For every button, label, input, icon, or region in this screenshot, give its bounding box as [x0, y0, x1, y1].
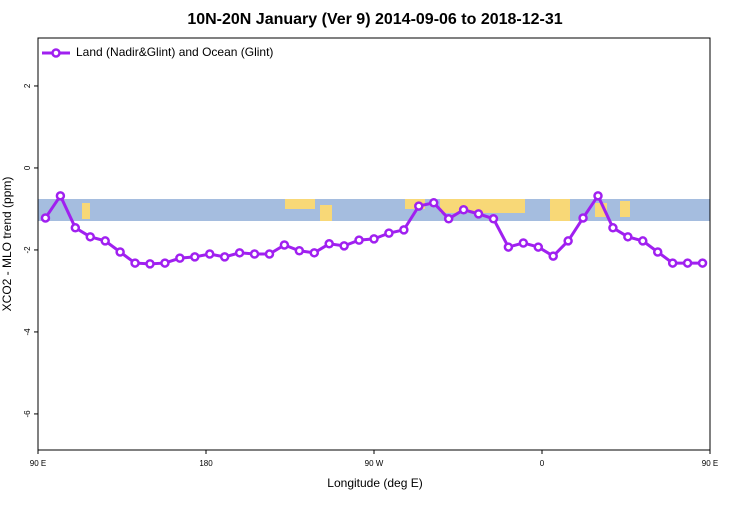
point [428, 198, 439, 208]
x-tick-label: 90 E [702, 459, 718, 468]
point [458, 205, 469, 215]
point [384, 228, 394, 238]
point [40, 213, 51, 223]
point [204, 249, 215, 259]
x-tick-label: 90 E [30, 459, 46, 468]
point [682, 258, 693, 268]
point [55, 191, 66, 201]
point [145, 259, 155, 269]
point [593, 191, 603, 201]
point [354, 235, 364, 245]
point [115, 247, 125, 257]
point [563, 236, 573, 246]
point [443, 214, 454, 224]
point [249, 249, 260, 259]
point [667, 258, 678, 268]
point [264, 249, 275, 259]
point [399, 225, 409, 235]
y-tick-label: -2 [23, 246, 32, 254]
point [234, 248, 245, 258]
point [175, 253, 185, 263]
legend-label: Land (Nadir&Glint) and Ocean (Glint) [76, 45, 273, 59]
point [190, 252, 200, 262]
point [219, 252, 230, 262]
chart-title: 10N-20N January (Ver 9) 2014-09-06 to 20… [187, 11, 562, 28]
point [697, 258, 708, 268]
point [414, 201, 424, 211]
y-tick-label: -4 [23, 328, 32, 336]
point [339, 241, 349, 251]
point [160, 258, 170, 268]
y-tick-label: -6 [23, 410, 32, 418]
point [518, 238, 529, 248]
point [294, 246, 305, 256]
point [473, 209, 484, 219]
y-tick-label: 2 [23, 83, 32, 88]
point [488, 214, 499, 224]
point [578, 213, 588, 223]
y-axis-label: XCO2 - MLO trend (ppm) [0, 177, 14, 312]
point [503, 242, 514, 252]
point [369, 234, 379, 244]
point [533, 242, 544, 252]
x-tick-label: 90 W [365, 459, 384, 468]
legend-marker [51, 48, 61, 58]
point [85, 232, 96, 242]
point [130, 258, 140, 268]
y-tick-label: 0 [23, 165, 32, 170]
point [652, 247, 663, 257]
point [638, 236, 648, 246]
point [309, 248, 320, 258]
x-tick-label: 0 [540, 459, 545, 468]
plot-frame [37, 37, 711, 451]
point [623, 232, 633, 242]
point [70, 223, 81, 233]
x-tick-label: 180 [199, 459, 213, 468]
point [548, 251, 558, 261]
point [100, 236, 110, 246]
point [324, 239, 334, 249]
point [608, 223, 618, 233]
point [279, 240, 290, 250]
x-axis-label: Longitude (deg E) [327, 476, 422, 490]
